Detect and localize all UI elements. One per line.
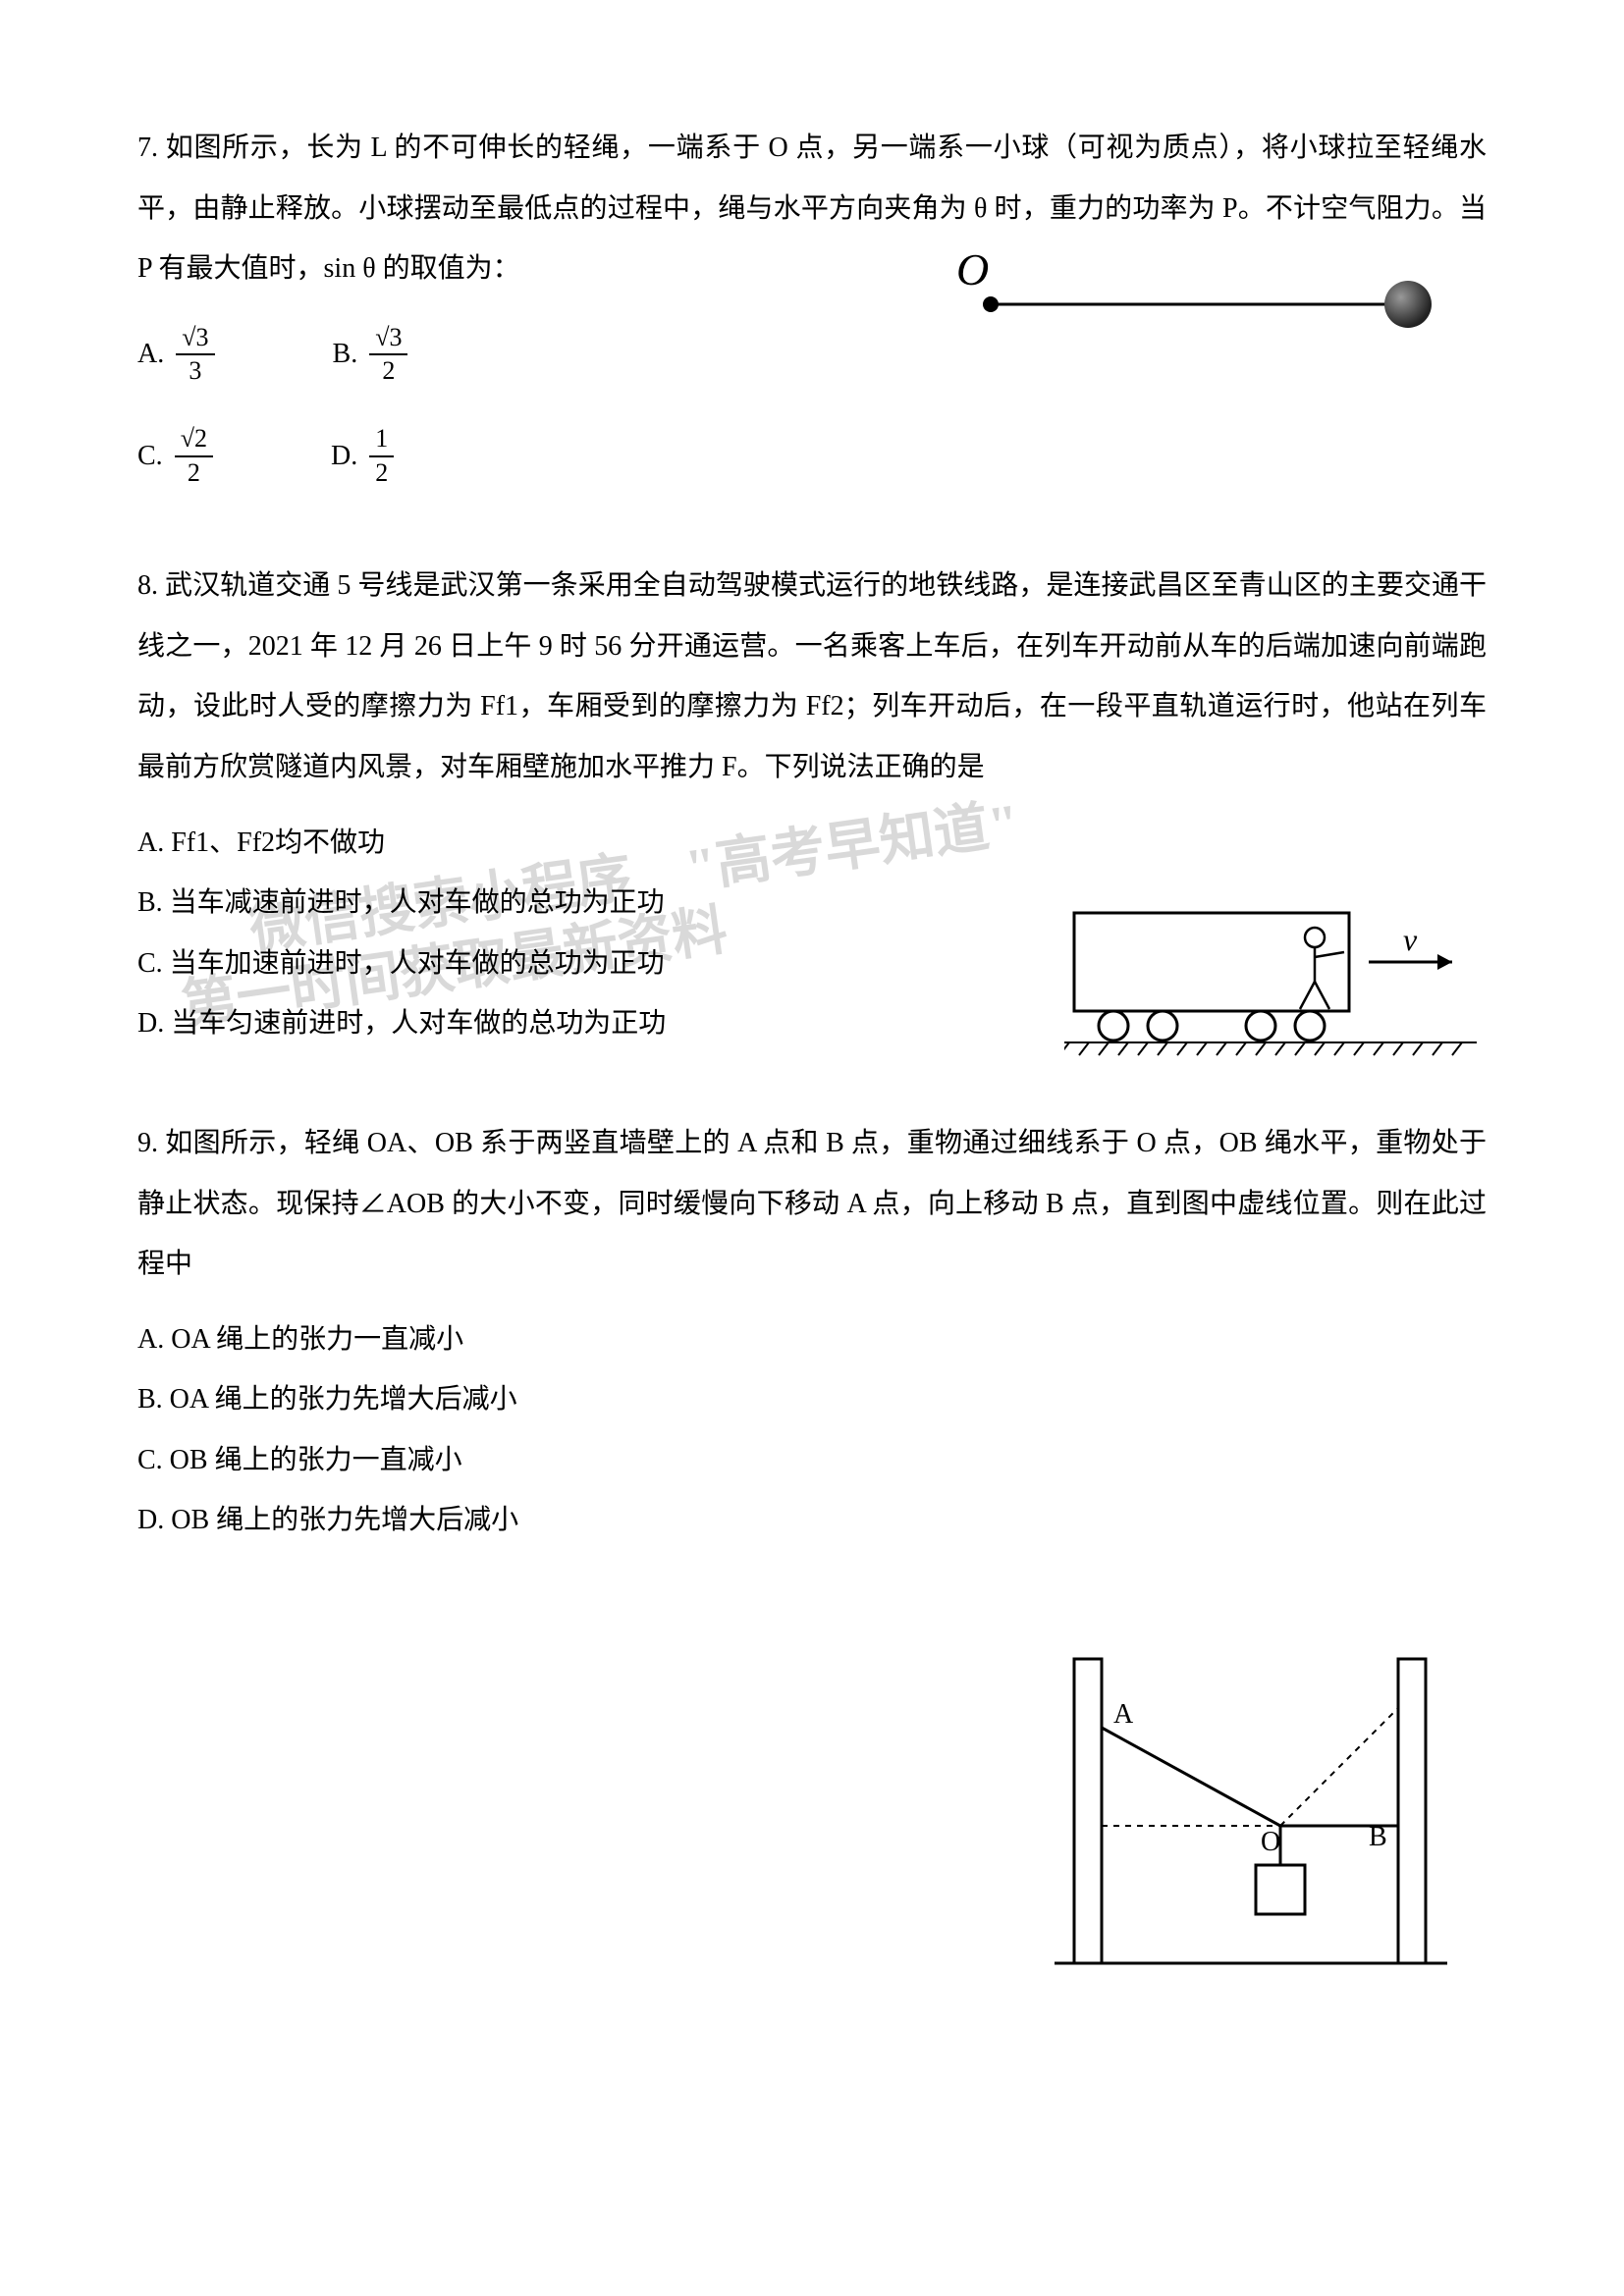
o-point-label: O [956, 245, 989, 294]
q9-option-a: A. OA 绳上的张力一直减小 [137, 1309, 1487, 1370]
q8-figure: v [1064, 903, 1477, 1060]
person-arm [1315, 952, 1344, 957]
wheel-icon [1099, 1011, 1128, 1041]
b-label: B [1369, 1822, 1387, 1852]
q9-option-b: B. OA 绳上的张力先增大后减小 [137, 1369, 1487, 1430]
wheel-icon [1295, 1011, 1325, 1041]
fraction: √3 2 [369, 324, 407, 386]
rope-oa [1102, 1728, 1280, 1826]
left-wall [1074, 1659, 1102, 1963]
fraction: √3 3 [176, 324, 214, 386]
v-label: v [1403, 922, 1418, 957]
question-9: 9. 如图所示，轻绳 OA、OB 系于两竖直墙壁上的 A 点和 B 点，重物通过… [137, 1113, 1487, 1551]
option-label: B. [333, 339, 358, 370]
q7-option-c: C. √2 2 [137, 425, 213, 487]
q7-options-row2: C. √2 2 D. 1 2 [137, 425, 1487, 487]
denominator: 2 [188, 457, 200, 488]
q9-option-c: C. OB 绳上的张力一直减小 [137, 1430, 1487, 1491]
weight-box [1256, 1865, 1305, 1914]
option-label: A. [137, 339, 164, 370]
denominator: 3 [189, 355, 201, 386]
denominator: 2 [375, 457, 388, 488]
numerator: √3 [176, 324, 214, 356]
q9-figure: A O B [1055, 1649, 1447, 1983]
q7-figure: O [937, 245, 1447, 363]
a-label: A [1113, 1699, 1134, 1730]
ball [1384, 281, 1432, 328]
arrow-head-icon [1437, 954, 1452, 970]
denominator: 2 [382, 355, 395, 386]
q7-option-b: B. √3 2 [333, 324, 408, 386]
right-wall [1398, 1659, 1426, 1963]
q8-text: 8. 武汉轨道交通 5 号线是武汉第一条采用全自动驾驶模式运行的地铁线路，是连接… [137, 556, 1487, 797]
fraction: √2 2 [175, 425, 213, 487]
numerator: √2 [175, 425, 213, 457]
person-leg [1300, 982, 1315, 1009]
numerator: √3 [369, 324, 407, 356]
person-head-icon [1305, 928, 1325, 947]
wheel-icon [1246, 1011, 1275, 1041]
q7-option-d: D. 1 2 [331, 425, 394, 487]
option-label: C. [137, 441, 163, 472]
fraction: 1 2 [369, 425, 394, 487]
wheel-icon [1148, 1011, 1177, 1041]
person-leg [1315, 982, 1329, 1009]
q9-option-d: D. OB 绳上的张力先增大后减小 [137, 1490, 1487, 1551]
q7-option-a: A. √3 3 [137, 324, 215, 386]
ground-hatch [1064, 1042, 1462, 1055]
q8-option-a: A. Ff1、Ff2均不做功 [137, 813, 1487, 874]
numerator: 1 [369, 425, 394, 457]
o-label: O [1261, 1827, 1280, 1857]
dashed-ob-new [1280, 1708, 1398, 1826]
q9-options: A. OA 绳上的张力一直减小 B. OA 绳上的张力先增大后减小 C. OB … [137, 1309, 1487, 1551]
option-label: D. [331, 441, 357, 472]
q9-text: 9. 如图所示，轻绳 OA、OB 系于两竖直墙壁上的 A 点和 B 点，重物通过… [137, 1113, 1487, 1295]
